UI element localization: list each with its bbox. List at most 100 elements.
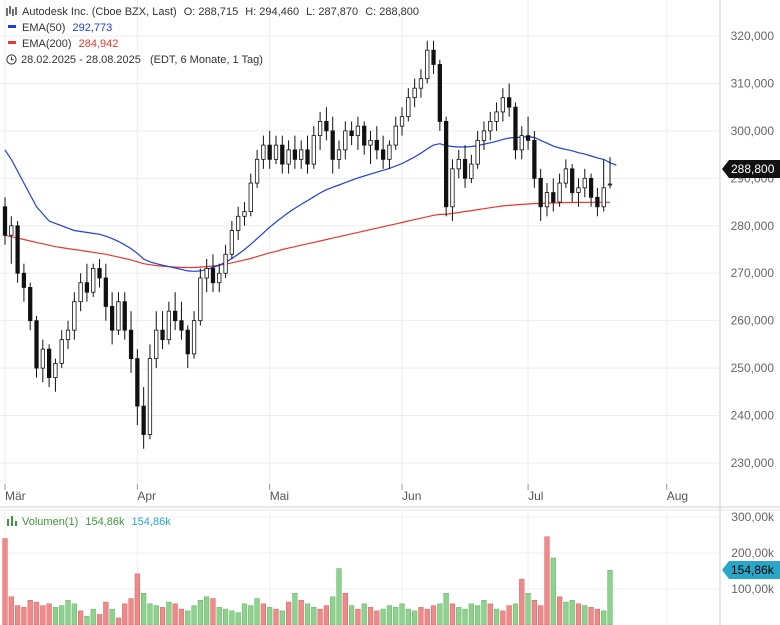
ema200-value: 284,942	[78, 38, 119, 50]
volume-bar	[90, 608, 96, 625]
candle-down	[110, 306, 115, 331]
candle-up	[166, 310, 171, 341]
candle-down	[128, 329, 134, 360]
volume-bar	[141, 592, 147, 625]
candle-down	[141, 405, 146, 435]
volume-bar	[601, 610, 607, 625]
candle-down	[46, 348, 52, 378]
date-range: 28.02.2025 - 28.08.2025 (EDT, 6 Monate, …	[6, 54, 263, 66]
ema50-value: 292,773	[72, 22, 113, 34]
volume-bar	[506, 605, 512, 625]
instrument-title: Autodesk Inc. (Cboe BZX, Last)	[22, 6, 177, 18]
volume-bar	[222, 608, 229, 625]
candle-up	[40, 348, 45, 369]
candle-down	[103, 277, 108, 307]
volume-bar	[254, 598, 260, 625]
volume-bar	[588, 607, 594, 625]
volume-bar	[367, 607, 374, 625]
price-tick-label: 240,000	[731, 409, 775, 423]
candle-down	[173, 310, 178, 322]
candle-up	[242, 211, 247, 217]
volume-bar	[582, 605, 588, 625]
volume-bar	[204, 596, 210, 625]
candle-down	[513, 106, 518, 151]
candle-down	[444, 121, 449, 208]
volume-bar	[575, 603, 582, 625]
candle-down	[437, 64, 442, 122]
candle-down	[349, 130, 354, 137]
price-tick-label: 310,000	[731, 76, 775, 90]
candle-up	[393, 125, 398, 146]
volume-bar	[267, 607, 273, 625]
month-label: Mär	[5, 489, 26, 503]
candle-up	[456, 158, 461, 170]
candle-down	[525, 135, 531, 141]
volume-bar	[468, 603, 474, 625]
volume-bar	[399, 603, 405, 625]
volume-bar	[40, 605, 46, 625]
volume-bar	[52, 607, 59, 625]
volume-bar	[84, 615, 90, 625]
price-tick-label: 230,000	[731, 456, 775, 470]
volume-bars-icon	[6, 516, 18, 526]
candle-up	[450, 168, 455, 208]
candle-up	[191, 320, 197, 355]
candle-down	[210, 268, 216, 284]
candle-down	[595, 196, 600, 208]
last-price-tag: 288,800	[722, 160, 780, 178]
volume-legend[interactable]: Volumen(1) 154,86k 154,86k	[6, 516, 171, 528]
candle-up	[563, 168, 569, 184]
volume-bar	[393, 607, 399, 625]
candle-up	[59, 339, 64, 364]
candle-down	[532, 139, 537, 179]
volume-bar	[147, 603, 153, 625]
candle-up	[475, 139, 480, 165]
ema50-legend[interactable]: EMA(50) 292,773	[8, 22, 112, 34]
volume-bar	[8, 596, 14, 625]
price-tick-label: 250,000	[731, 361, 775, 375]
candle-up	[412, 87, 417, 99]
candle-up	[355, 125, 361, 137]
candle-down	[538, 177, 543, 208]
candle-up	[425, 49, 430, 80]
candle-down	[84, 282, 90, 293]
candle-down	[185, 329, 190, 355]
ema50-swatch	[8, 25, 16, 28]
last-price-text: 288,800	[731, 162, 775, 176]
date-range-text: 28.02.2025 - 28.08.2025	[21, 54, 141, 66]
volume-bar	[304, 603, 311, 625]
candle-up	[217, 272, 222, 284]
candle-down	[15, 225, 20, 274]
ema200-legend[interactable]: EMA(200) 284,942	[8, 38, 118, 50]
volume-bar	[235, 612, 241, 625]
volume-bar	[159, 607, 166, 625]
date-range-detail: (EDT, 6 Monate, 1 Tag)	[149, 54, 263, 66]
volume-layer	[2, 536, 613, 625]
price-tick-label: 260,000	[731, 314, 775, 328]
candles-layer	[2, 40, 613, 449]
candle-up	[91, 268, 96, 293]
candle-up	[607, 183, 613, 186]
volume-bar	[166, 601, 172, 625]
candle-up	[53, 362, 58, 379]
volume-bar	[178, 608, 185, 625]
ema50-label: EMA(50)	[22, 22, 66, 34]
candle-up	[519, 135, 524, 151]
volume-bar	[285, 601, 292, 625]
volume-bar	[103, 601, 109, 625]
volume-bar	[2, 538, 8, 625]
candle-down	[588, 177, 594, 198]
volume-bar	[500, 610, 506, 625]
volume-bar	[449, 603, 456, 625]
candle-up	[254, 158, 260, 184]
volume-bar	[71, 603, 77, 625]
bar-chart-icon[interactable]	[6, 6, 18, 16]
volume-bar	[216, 607, 222, 625]
volume-bar	[78, 610, 84, 625]
candle-down	[570, 168, 575, 193]
candle-down	[324, 121, 329, 132]
candle-up	[204, 268, 209, 279]
month-label: Mai	[270, 489, 289, 503]
candle-down	[305, 149, 310, 165]
